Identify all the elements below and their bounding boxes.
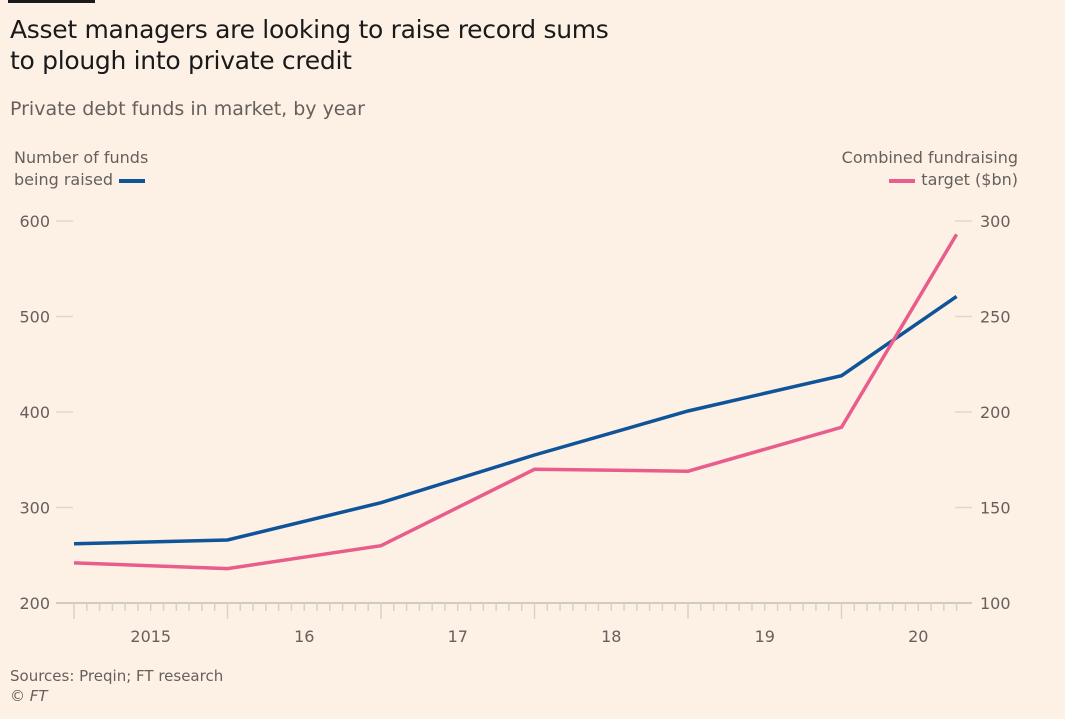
- legend-swatch-funds: [119, 178, 145, 183]
- left-axis-label: 200: [19, 594, 50, 613]
- legend-right: Combined fundraising target ($bn): [842, 147, 1018, 191]
- source-note: Sources: Preqin; FT research: [10, 667, 224, 685]
- left-axis-label: 300: [19, 499, 50, 518]
- x-axis-label: 18: [601, 627, 621, 646]
- series-line-funds: [73, 294, 958, 546]
- x-axis-label: 16: [294, 627, 314, 646]
- series-line-target: [73, 233, 959, 571]
- footer: Sources: Preqin; FT research © FT: [10, 666, 223, 706]
- right-axis-label: 300: [980, 212, 1011, 231]
- x-axis-label: 2015: [130, 627, 171, 646]
- right-axis-label: 150: [980, 499, 1011, 518]
- right-axis-label: 250: [980, 308, 1011, 327]
- left-axis-label: 500: [19, 308, 50, 327]
- chart-title: Asset managers are looking to raise reco…: [10, 14, 710, 76]
- legend-left-line-2: being raised: [14, 170, 113, 189]
- copyright: © FT: [10, 687, 48, 705]
- title-line-1: Asset managers are looking to raise reco…: [10, 15, 609, 44]
- top-accent-bar: [8, 0, 95, 3]
- legend-left: Number of funds being raised: [14, 147, 151, 191]
- left-axis-label: 400: [19, 403, 50, 422]
- legend-swatch-target: [889, 178, 916, 183]
- x-axis-label: 17: [448, 627, 468, 646]
- chart-subtitle: Private debt funds in market, by year: [10, 98, 365, 120]
- right-axis-label: 200: [980, 403, 1011, 422]
- legend-right-line-2: target ($bn): [921, 170, 1018, 189]
- left-axis-label: 600: [19, 212, 50, 231]
- legend-right-line-1: Combined fundraising: [841, 148, 1018, 167]
- title-line-2: to plough into private credit: [10, 46, 352, 75]
- legend-left-line-1: Number of funds: [14, 148, 149, 167]
- x-axis-label: 20: [908, 627, 928, 646]
- x-axis-label: 19: [755, 627, 775, 646]
- right-axis-label: 100: [980, 594, 1011, 613]
